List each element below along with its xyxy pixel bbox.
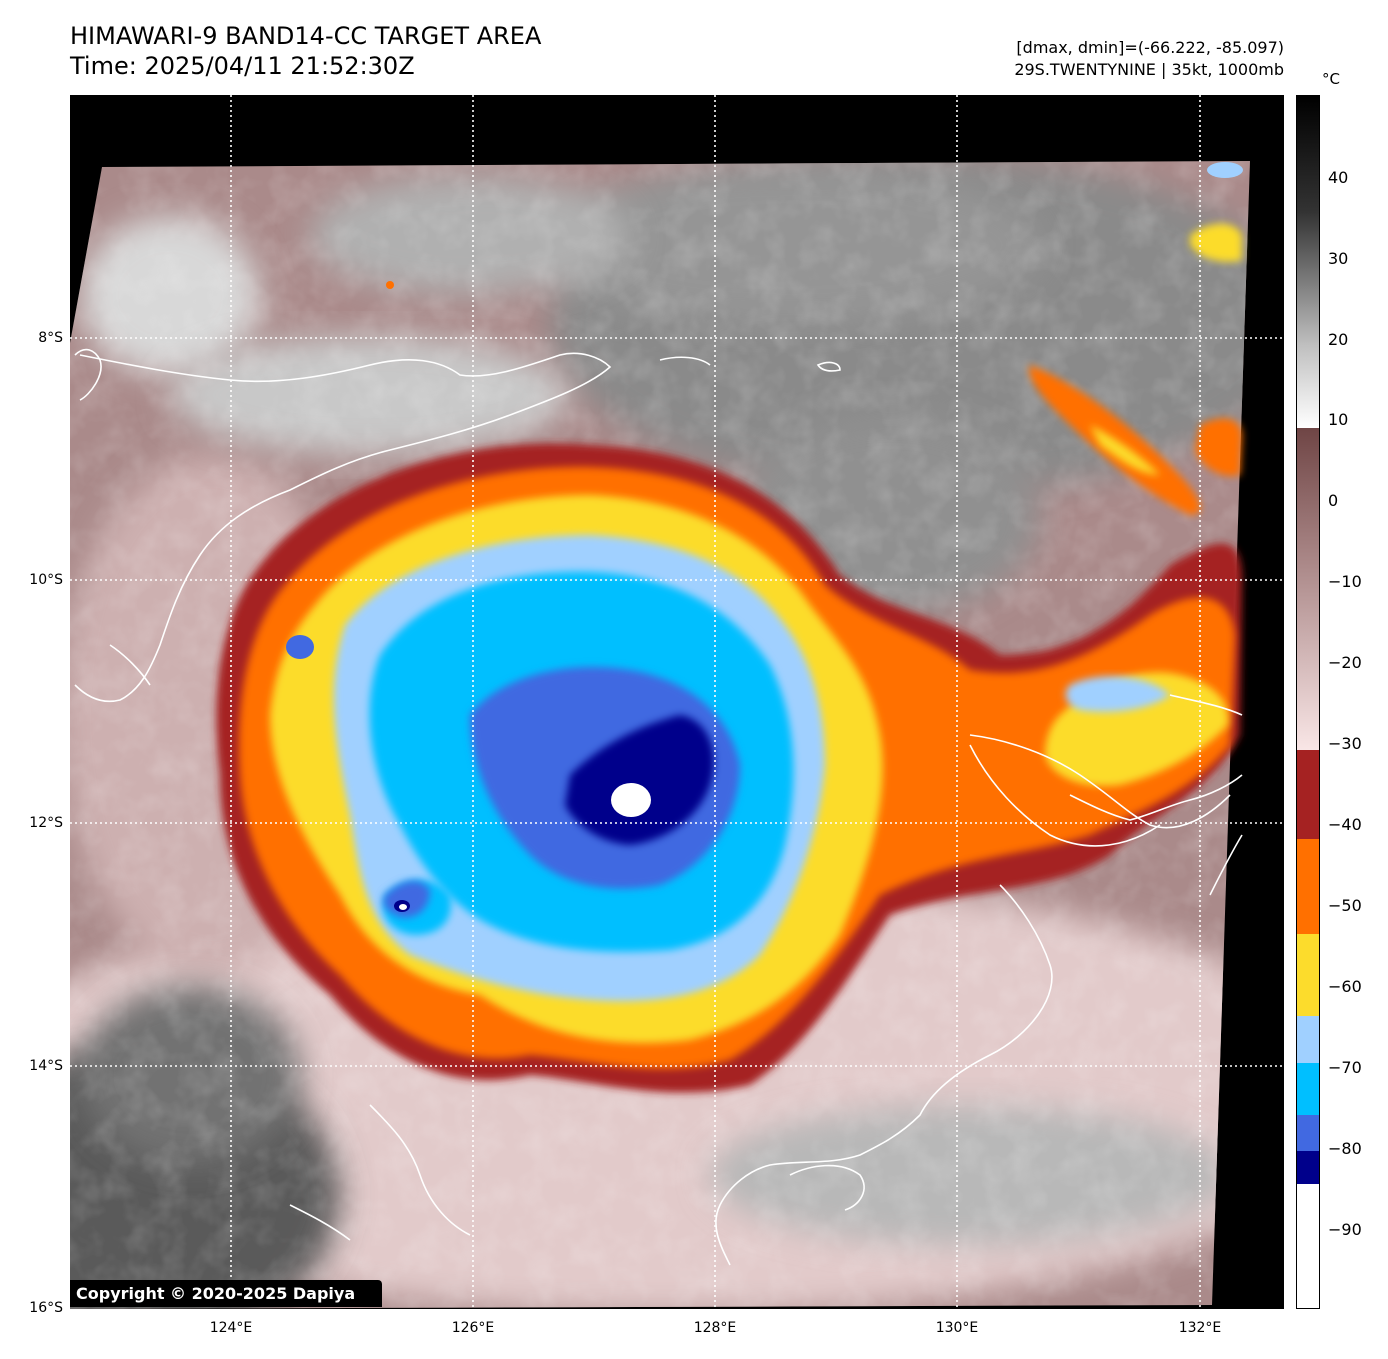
lat-label-12s: 12°S	[29, 815, 63, 831]
dmax-dmin-label: [dmax, dmin]=(-66.222, -85.097)	[1016, 38, 1284, 57]
colorbar-tick-minus10: −10	[1328, 572, 1362, 591]
time-label: Time: 2025/04/11 21:52:30Z	[70, 52, 415, 80]
chart-title: HIMAWARI-9 BAND14-CC TARGET AREA	[70, 22, 542, 50]
colorbar-tick-30: 30	[1328, 249, 1349, 268]
coastlines	[74, 348, 1243, 1266]
gridlines	[70, 95, 1284, 1309]
colorbar-tick-minus70: −70	[1328, 1058, 1362, 1077]
copyright-label: Copyright © 2020-2025 Dapiya	[70, 1280, 382, 1307]
colorbar-tick-minus80: −80	[1328, 1139, 1362, 1158]
colorbar-tick-minus90: −90	[1328, 1220, 1362, 1239]
colorbar-tick-40: 40	[1328, 168, 1349, 187]
lat-label-14s: 14°S	[29, 1058, 63, 1074]
colorbar-tick-minus60: −60	[1328, 977, 1362, 996]
colorbar-tick-20: 20	[1328, 330, 1349, 349]
colorbar-tick-10: 10	[1328, 410, 1349, 429]
colorbar	[1296, 95, 1320, 1309]
storm-info-label: 29S.TWENTYNINE | 35kt, 1000mb	[1014, 60, 1284, 79]
colorbar-tick-minus20: −20	[1328, 653, 1362, 672]
lon-label-132e: 132°E	[1178, 1320, 1222, 1336]
lon-label-130e: 130°E	[935, 1320, 979, 1336]
lat-label-8s: 8°S	[38, 330, 63, 346]
lon-label-126e: 126°E	[451, 1320, 495, 1336]
colorbar-tick-minus30: −30	[1328, 734, 1362, 753]
lat-label-16s: 16°S	[29, 1300, 63, 1316]
colorbar-unit: °C	[1322, 70, 1340, 88]
lat-label-10s: 10°S	[29, 572, 63, 588]
colorbar-tick-0: 0	[1328, 491, 1339, 510]
infrared-map	[70, 95, 1284, 1309]
lon-label-124e: 124°E	[209, 1320, 253, 1336]
colorbar-tick-minus50: −50	[1328, 896, 1362, 915]
colorbar-tick-minus40: −40	[1328, 815, 1362, 834]
satellite-image	[70, 95, 1284, 1309]
lon-label-128e: 128°E	[693, 1320, 737, 1336]
